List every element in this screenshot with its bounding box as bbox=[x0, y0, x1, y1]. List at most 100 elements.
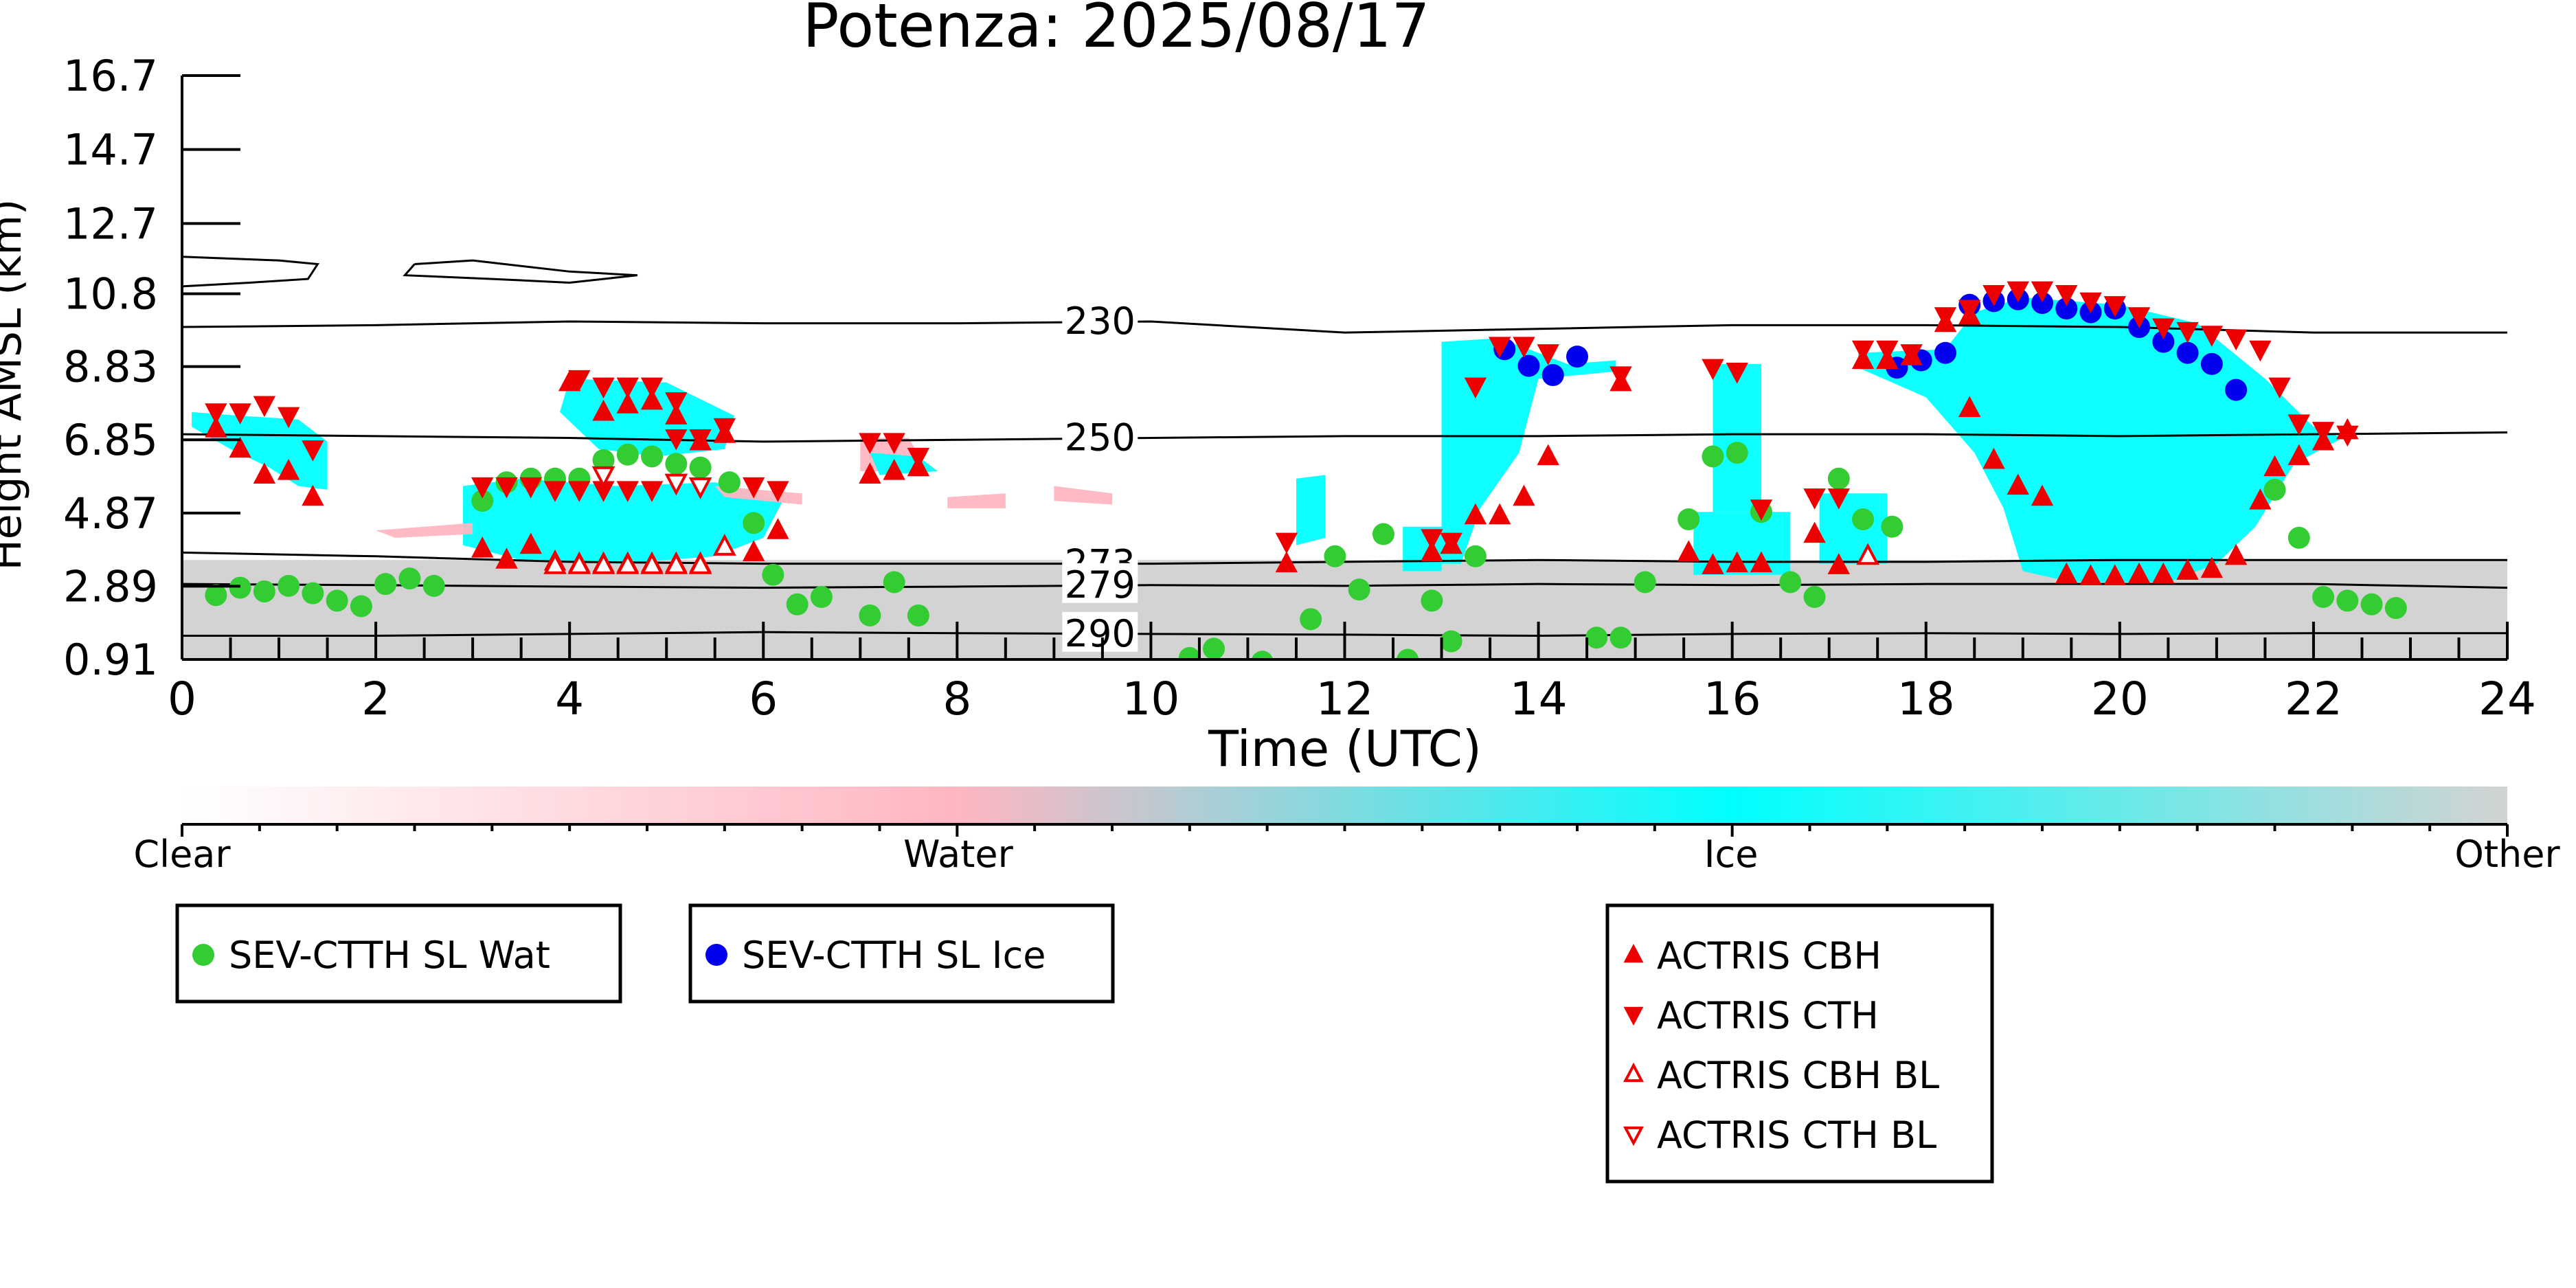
actris-cth-point bbox=[519, 477, 542, 499]
sev-wat-point bbox=[1702, 445, 1724, 468]
x-tick-label: 12 bbox=[1316, 673, 1374, 725]
colorbar: Clear Water Ice Other bbox=[133, 787, 2560, 876]
x-tick-label: 24 bbox=[2478, 673, 2536, 725]
actris-cbh-point bbox=[471, 536, 494, 558]
actris-cth-point bbox=[1876, 340, 1899, 362]
sev-wat-point bbox=[2263, 478, 2286, 501]
sev-wat-point bbox=[1397, 648, 1419, 659]
actris-cbh-point bbox=[1726, 551, 1748, 573]
x-tick-label: 4 bbox=[555, 673, 584, 725]
actris-cth-point bbox=[2249, 340, 2272, 362]
sev-ice-point bbox=[2200, 352, 2223, 375]
actris-cth-point bbox=[302, 440, 324, 462]
actris-cth-point bbox=[2055, 285, 2078, 306]
sev-ice-point bbox=[2152, 330, 2175, 353]
actris-cth-point bbox=[1900, 344, 1923, 365]
actris-cth-point bbox=[1488, 337, 1511, 358]
sev-wat-point bbox=[253, 580, 275, 602]
actris-cth-point bbox=[1803, 488, 1826, 510]
sev-wat-point bbox=[422, 574, 445, 597]
sev-ice-point bbox=[1517, 354, 1540, 377]
actris-cth-point bbox=[471, 477, 494, 499]
actris-cbh-point bbox=[2200, 556, 2224, 578]
sev-ice-point bbox=[1566, 346, 1588, 368]
actris-cth-point bbox=[277, 407, 300, 429]
isotherm-label-bg bbox=[1062, 416, 1138, 456]
isotherm-273 bbox=[182, 551, 2507, 565]
actris-cth-point bbox=[2287, 414, 2310, 436]
cloud-region-ice bbox=[1296, 475, 1326, 545]
sev-wat-point bbox=[1203, 637, 1225, 659]
legend-marker bbox=[1623, 1126, 1645, 1146]
actris-cth-point bbox=[543, 481, 567, 502]
actris-cth-point bbox=[1958, 300, 1981, 321]
sev-wat-point bbox=[718, 471, 741, 494]
cloud-region-water bbox=[714, 486, 802, 505]
actris-cbh-point bbox=[1513, 484, 1535, 506]
actris-cth-point bbox=[689, 429, 712, 451]
actris-cth-point bbox=[2127, 307, 2151, 328]
actris-cbh-point bbox=[592, 399, 615, 421]
cloud-phase-layer bbox=[192, 297, 2343, 583]
cloud-region-water bbox=[1054, 486, 1112, 505]
actris-cth-point bbox=[2152, 318, 2175, 340]
actris-cth-point bbox=[592, 481, 615, 502]
actris-cth-point bbox=[2031, 281, 2054, 303]
sev-wat-point bbox=[1464, 545, 1487, 567]
x-tick-label: 10 bbox=[1122, 673, 1179, 725]
y-axis-label: Height AMSL (km) bbox=[0, 199, 31, 571]
actris-cbh-point bbox=[558, 370, 581, 392]
sev-wat-point bbox=[883, 571, 905, 594]
x-tick-label: 2 bbox=[361, 673, 390, 725]
actris-cth-point bbox=[1275, 532, 1298, 554]
actris-cbh-point bbox=[1982, 447, 2005, 469]
sev-wat-point bbox=[302, 582, 324, 605]
isotherm-label-bg bbox=[1062, 299, 1138, 339]
y-tick-label: 8.83 bbox=[63, 342, 158, 392]
isotherm-label-bg bbox=[1062, 611, 1138, 652]
actris-cth-point bbox=[640, 481, 664, 502]
legend-label: ACTRIS CBH bbox=[1657, 934, 1882, 978]
sev-wat-point bbox=[278, 574, 300, 597]
cloud-region-ice bbox=[463, 478, 783, 564]
actris-cth-point bbox=[907, 447, 930, 469]
legend-sev: SEV-CTTH SL Wat SEV-CTTH SL Ice bbox=[175, 903, 1115, 1004]
isotherm-250 bbox=[182, 431, 2507, 443]
y-tick-label: 16.7 bbox=[63, 51, 158, 101]
chart-title: Potenza: 2025/08/17 bbox=[802, 0, 1430, 61]
actris-cbh-point bbox=[2224, 543, 2248, 565]
marker-layer bbox=[205, 281, 2407, 659]
actris-cbh-point bbox=[253, 462, 276, 484]
sev-wat-point bbox=[616, 443, 639, 466]
x-axis-label: Time (UTC) bbox=[1208, 720, 1482, 778]
actris-cth-point bbox=[1440, 532, 1462, 554]
sev-ice-point bbox=[2055, 297, 2078, 320]
actris-cbh-point bbox=[2079, 564, 2102, 586]
sev-wat-point bbox=[907, 604, 929, 626]
colorbar-label: Water bbox=[903, 833, 1013, 876]
legend-label: ACTRIS CTH bbox=[1657, 994, 1879, 1037]
sev-wat-point bbox=[229, 576, 251, 599]
actris-cbh-point bbox=[1275, 551, 1298, 573]
actris-cbh-bl-point bbox=[543, 552, 567, 574]
isotherm-label-290: 290 bbox=[1065, 612, 1136, 655]
actris-cbh-point bbox=[2263, 455, 2286, 477]
sev-wat-point bbox=[1609, 626, 1632, 649]
legend-label: ACTRIS CBH BL bbox=[1657, 1054, 1939, 1097]
actris-cth-point bbox=[2007, 281, 2029, 303]
actris-cth-point bbox=[665, 429, 688, 451]
actris-cth-bl-point bbox=[688, 477, 712, 499]
x-tick-label: 0 bbox=[168, 673, 196, 725]
actris-cbh-bl-point bbox=[688, 552, 712, 574]
actris-cth-point bbox=[2336, 425, 2359, 447]
actris-cbh-point bbox=[519, 532, 542, 554]
actris-cbh-point bbox=[742, 540, 765, 562]
actris-cbh-point bbox=[616, 392, 639, 414]
sev-wat-point bbox=[1440, 630, 1462, 653]
actris-cth-point bbox=[2312, 422, 2335, 443]
legend-label: SEV-CTTH SL Wat bbox=[229, 934, 550, 977]
cloud-region-water bbox=[947, 493, 1006, 508]
legend-marker bbox=[1623, 1062, 1645, 1083]
